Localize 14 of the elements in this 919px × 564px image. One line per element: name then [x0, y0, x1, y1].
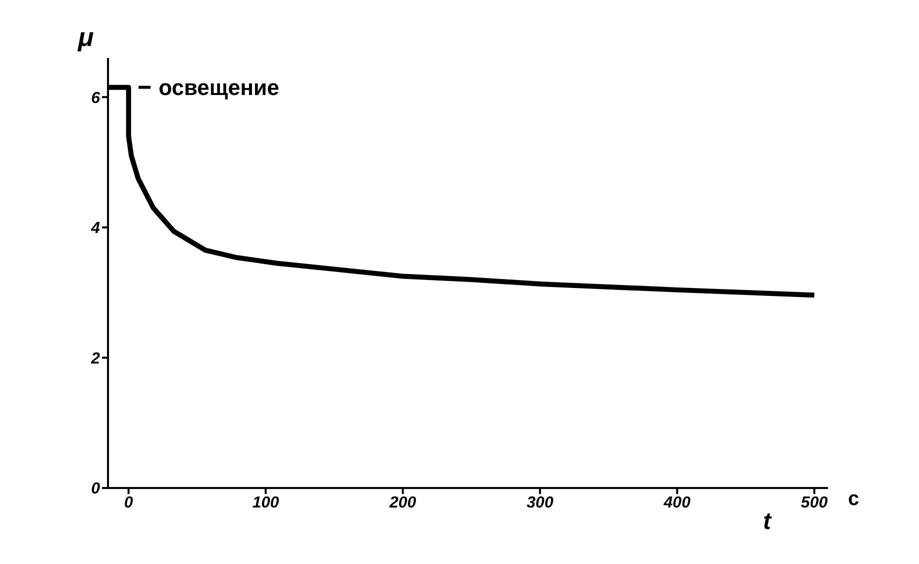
y-tick-label: 0: [91, 480, 100, 498]
x-tick-label: 0: [124, 494, 134, 512]
annotation: освещение: [158, 75, 280, 100]
y-axis-title: μ: [78, 22, 94, 53]
x-tick-label: 400: [662, 494, 691, 512]
text: с: [848, 488, 860, 511]
x-axis-title: t: [763, 508, 771, 536]
x-tick-label: 100: [252, 494, 280, 512]
y-tick-label: 4: [90, 220, 100, 238]
y-tick-label: 6: [91, 90, 100, 107]
x-tick-label: 200: [388, 494, 416, 512]
x-tick-label: 500: [800, 494, 828, 512]
y-tick-label: 2: [90, 350, 100, 368]
x-tick-label: 300: [526, 494, 554, 512]
